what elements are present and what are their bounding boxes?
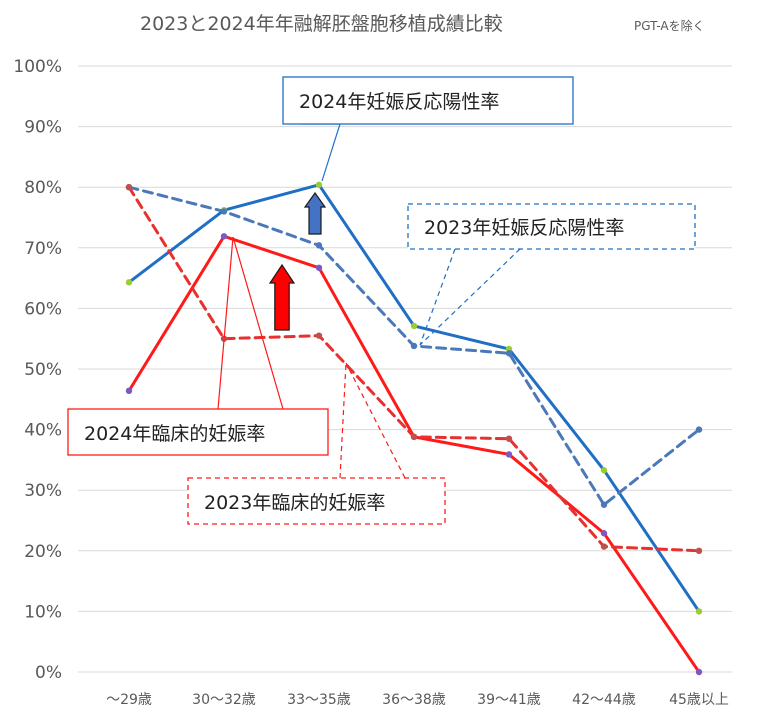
data-point (505, 451, 513, 458)
y-tick-label: 60% (24, 299, 62, 319)
x-tick-label: 39～41歳 (477, 692, 541, 708)
callout-box (282, 76, 574, 125)
y-axis-ticks: 0% 10% 20% 30% 40% 50% 60% 70% 80% 90% 100% (13, 57, 62, 683)
chart-title: 2023と2024年年融解胚盤胞移植成績比較 (140, 13, 503, 35)
y-tick-label: 0% (35, 663, 62, 683)
comparison-arrows (268, 191, 327, 331)
data-point (125, 387, 133, 395)
data-point (505, 350, 513, 357)
data-point (220, 208, 228, 215)
callout-leader-line (217, 236, 234, 410)
data-point (410, 342, 418, 350)
callout-leader-line (339, 362, 347, 479)
data-point (695, 668, 703, 676)
callout-box (407, 203, 696, 250)
x-tick-label: 36～38歳 (382, 692, 446, 708)
data-point (695, 608, 703, 615)
callout-leader-line (300, 123, 341, 182)
data-point (505, 435, 513, 442)
data-point (600, 467, 608, 474)
callout-label: 2023年臨床的妊娠率 (204, 492, 385, 514)
red-up-arrow (268, 263, 296, 331)
y-tick-label: 90% (24, 118, 62, 138)
y-tick-label: 30% (24, 481, 62, 501)
x-tick-label: 30～32歳 (192, 692, 256, 708)
y-tick-label: 40% (24, 421, 62, 441)
data-point (315, 181, 323, 188)
data-point (695, 547, 703, 554)
y-tick-label: 10% (24, 602, 62, 622)
data-point (125, 184, 133, 191)
y-tick-label: 70% (24, 239, 62, 259)
data-point (220, 233, 228, 240)
gridlines (78, 65, 732, 673)
y-tick-label: 80% (24, 178, 62, 198)
y-tick-label: 50% (24, 360, 62, 380)
callout-label: 2024年妊娠反応陽性率 (299, 91, 499, 113)
callout-label: 2024年臨床的妊娠率 (84, 423, 265, 445)
blue-up-arrow (303, 191, 327, 235)
data-point (695, 426, 703, 433)
data-point (410, 322, 418, 330)
callout-leader-line (232, 236, 284, 410)
y-tick-label: 20% (24, 542, 62, 562)
data-point (600, 543, 608, 550)
chart-subtitle: PGT-Aを除く (634, 18, 705, 33)
x-tick-label: 33～35歳 (287, 692, 351, 708)
x-tick-label: 45歳以上 (669, 692, 729, 708)
callout-label: 2023年妊娠反応陽性率 (424, 217, 624, 239)
callout-leader-line (419, 248, 521, 346)
callout-leader-line (419, 248, 456, 346)
data-point (315, 332, 323, 339)
data-point (410, 433, 418, 441)
x-axis-ticks: ～29歳 30～32歳 33～35歳 36～38歳 39～41歳 42～44歳 45歳以上 (106, 692, 729, 708)
data-point (315, 264, 323, 271)
y-tick-label: 100% (13, 57, 62, 77)
data-point (125, 279, 133, 286)
data-point (600, 501, 608, 508)
callout-leader-line (345, 362, 406, 479)
x-tick-label: ～29歳 (106, 692, 152, 708)
series-callouts: 2024年妊娠反応陽性率 2023年妊娠反応陽性率 2024年臨床的妊娠率 2023年… (67, 76, 696, 525)
x-tick-label: 42～44歳 (572, 692, 636, 708)
data-point (600, 530, 608, 537)
callout-box (67, 408, 329, 456)
data-point (315, 242, 323, 249)
callout-box (187, 477, 446, 525)
